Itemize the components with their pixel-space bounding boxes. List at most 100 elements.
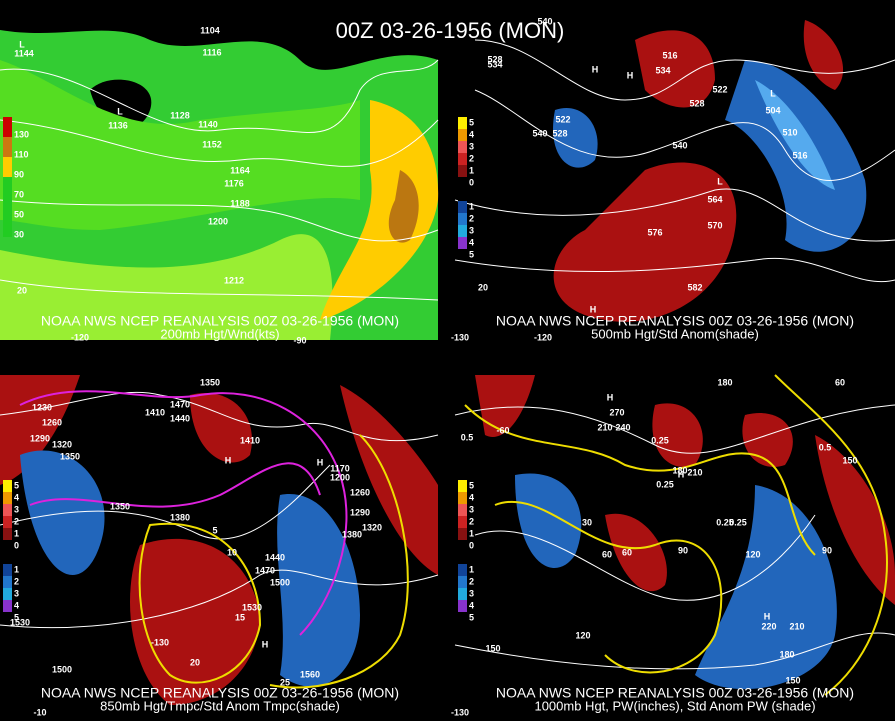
legend-label: 1 <box>469 165 474 175</box>
contour-label: 0.25 <box>729 517 747 527</box>
contour-label: 270 <box>609 407 624 417</box>
legend-label: 5 <box>469 117 474 127</box>
legend-label: 90 <box>14 169 24 179</box>
contour-label: 1260 <box>42 417 62 427</box>
legend-label: 2 <box>469 153 474 163</box>
wind-band <box>0 60 360 230</box>
contour-label: H <box>627 70 634 80</box>
contour-label: 0.25 <box>716 517 734 527</box>
anom-pos <box>190 393 252 463</box>
contour-label: L <box>770 88 776 98</box>
legend-label: 130 <box>14 129 29 139</box>
legend-label: 2 <box>469 516 474 526</box>
contour-label: -120 <box>71 332 89 342</box>
contour-label: 516 <box>662 50 677 60</box>
legend-label: 1 <box>469 201 474 211</box>
contour-label: 1290 <box>30 433 50 443</box>
legend-label: 5 <box>469 249 474 259</box>
contour-label: H <box>764 611 771 621</box>
anom-pos <box>652 403 703 467</box>
contour-label: 1380 <box>342 529 362 539</box>
legend-label: 5 <box>469 612 474 622</box>
legend-label: 1 <box>14 564 19 574</box>
contour-label: 1144 <box>14 48 34 58</box>
panel-caption: NOAA NWS NCEP REANALYSIS 00Z 03-26-1956 … <box>41 313 399 329</box>
contour-label: H <box>317 457 324 467</box>
contour-label: 1200 <box>330 472 350 482</box>
legend-swatch <box>3 137 12 157</box>
legend-label: 1 <box>469 564 474 574</box>
legend-swatches <box>458 480 467 612</box>
contour-label: -60 <box>496 425 509 435</box>
legend-label: 2 <box>469 213 474 223</box>
legend-label: 110 <box>14 149 29 159</box>
contour-label: 1500 <box>270 577 290 587</box>
contour-label: 1350 <box>110 501 130 511</box>
legend-label: 30 <box>14 229 24 239</box>
panel-subcaption: 1000mb Hgt, PW(inches), Std Anom PW (sha… <box>534 698 815 713</box>
contour-label: 210 <box>687 467 702 477</box>
contour-label: 1170 <box>330 463 350 473</box>
legend-label: 5 <box>469 480 474 490</box>
contour-label: 10 <box>227 547 237 557</box>
anom-pos <box>815 435 895 605</box>
legend-label: 0 <box>469 177 474 187</box>
legend-label: 2 <box>14 576 19 586</box>
legend-label: 3 <box>469 141 474 151</box>
contour-label: 1176 <box>224 178 244 188</box>
contour-label: 564 <box>707 194 722 204</box>
contour-label: 510 <box>782 127 797 137</box>
contour-label: 522 <box>712 84 727 94</box>
anom-pos <box>803 20 844 90</box>
contour-label: 150 <box>842 455 857 465</box>
contour-label: 576 <box>647 227 662 237</box>
panel-caption: NOAA NWS NCEP REANALYSIS 00Z 03-26-1956 … <box>496 685 854 701</box>
anom-neg <box>515 473 582 569</box>
legend-label: 50 <box>14 209 24 219</box>
panel-500mb: NOAA NWS NCEP REANALYSIS 00Z 03-26-1956 … <box>451 0 895 342</box>
contour-label: 1320 <box>362 522 382 532</box>
contour-label: 20 <box>190 657 200 667</box>
contour-label: 60 <box>835 377 845 387</box>
contour-label: -130 <box>451 332 469 342</box>
contour-label: 120 <box>745 549 760 559</box>
contour-label: -90 <box>293 335 306 345</box>
contour-label: 120 <box>575 630 590 640</box>
contour-label: 1410 <box>145 407 165 417</box>
contour-label: 1440 <box>170 413 190 423</box>
contour-label: 210 <box>789 621 804 631</box>
contour-label: 0.5 <box>461 432 474 442</box>
contour-label: 540 <box>672 140 687 150</box>
anom-pos <box>0 375 80 485</box>
legend-label: 1 <box>469 528 474 538</box>
legend-swatches <box>458 117 467 249</box>
contour-label: 0.5 <box>819 442 832 452</box>
legend-label: 4 <box>14 600 19 610</box>
contour-label: 0.25 <box>656 479 674 489</box>
legend-label: 4 <box>469 600 474 610</box>
anom-neg <box>20 450 105 575</box>
contour-label: -130 <box>151 637 169 647</box>
contour-label: 528 <box>487 54 502 64</box>
contour-label: H <box>590 304 597 314</box>
contour-label: H <box>678 469 685 479</box>
anom-pos <box>553 162 737 322</box>
contour-label: 1380 <box>170 512 190 522</box>
contour-label: 1290 <box>350 507 370 517</box>
contour-label: 540 <box>532 128 547 138</box>
anom-pos <box>605 513 667 592</box>
legend-swatch <box>3 117 12 137</box>
anom-neg <box>277 494 360 687</box>
contour-label: 1230 <box>32 402 52 412</box>
jet <box>320 100 439 320</box>
contour-label: 0.25 <box>651 435 669 445</box>
contour-label: -130 <box>451 707 469 716</box>
contour-label: 180 <box>779 649 794 659</box>
contour-label: L <box>19 39 25 49</box>
legend-label: 3 <box>469 225 474 235</box>
contour-label: 528 <box>552 128 567 138</box>
contour-label: 1350 <box>200 377 220 387</box>
panel-200mb: NOAA NWS NCEP REANALYSIS 00Z 03-26-1956 … <box>0 0 439 345</box>
contour-label: 25 <box>280 677 290 687</box>
legend-label: 70 <box>14 189 24 199</box>
